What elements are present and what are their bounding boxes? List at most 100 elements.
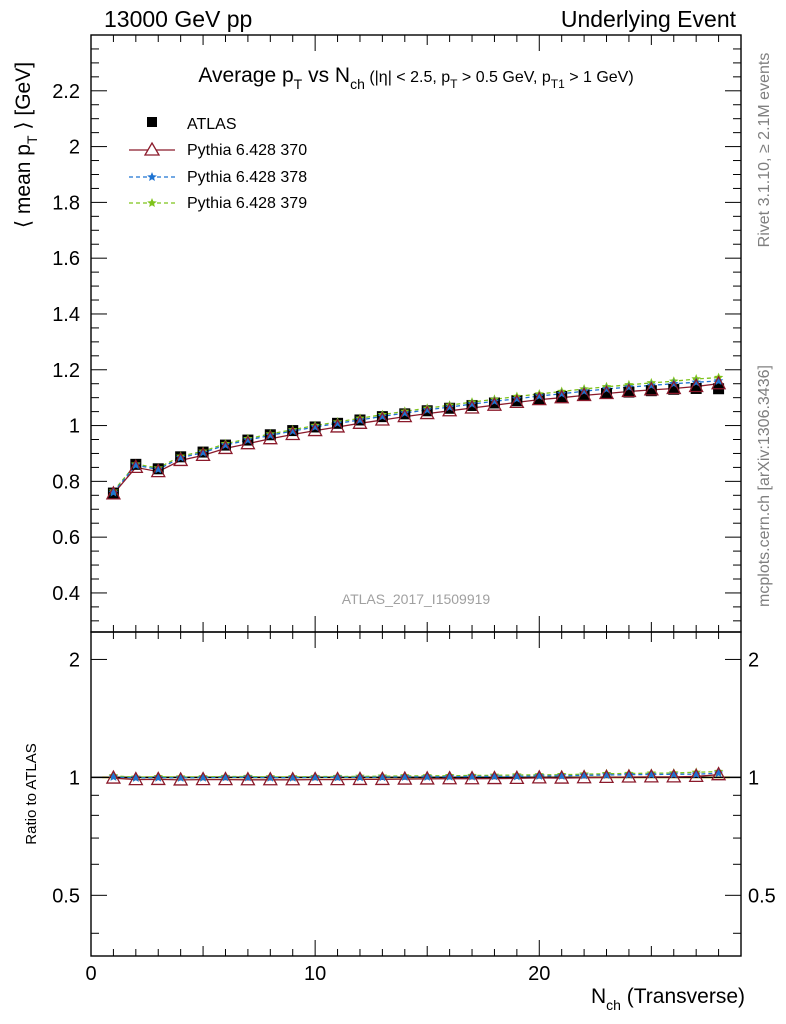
legend-label-pythia378: Pythia 6.428 378: [187, 169, 307, 186]
chart-title: Average pT vs Nch (|η| < 2.5, pT > 0.5 G…: [198, 64, 633, 92]
ratio-pythia378-point: [153, 772, 163, 782]
y-tick-label: 1.4: [52, 304, 80, 326]
legend-marker-atlas: [147, 117, 157, 127]
y-tick-label: 1: [69, 416, 80, 438]
pythia378-point: [175, 452, 186, 462]
legend-entry-pythia370: Pythia 6.428 370: [129, 141, 307, 159]
ratio-pythia370-point: [195, 771, 211, 786]
ratio-pythia370-point: [419, 770, 435, 785]
ratio-pythia370-point: [374, 771, 390, 786]
pythia370-point: [128, 459, 144, 474]
pythia370-point: [486, 396, 503, 411]
main-axes: 0.4 0.6 0.8 1 1.2 1.4 1.6 1.8 2 2.2: [52, 35, 742, 632]
ratio-pythia378-point: [131, 772, 141, 782]
ratio-pythia378-point: [646, 769, 657, 779]
ratio-pythia370-point: [486, 770, 503, 785]
ratio-pythia378-point: [332, 772, 343, 782]
ratio-line-pythia379: [113, 770, 719, 778]
pythia370-point: [531, 391, 547, 406]
x-tick-label: 10: [304, 963, 326, 985]
ratio-pythia370-point: [285, 771, 301, 786]
ratio-pythia378-point: [713, 768, 724, 778]
main-series-layer: [105, 372, 727, 500]
atlas-data-point: [601, 387, 613, 399]
legend-entry-atlas: ATLAS: [147, 116, 237, 133]
pythia378-point: [131, 460, 141, 470]
ratio-axes: 0 10 20 0.5 0.5 1 1 2 2: [52, 632, 776, 985]
pythia370-point: [419, 405, 435, 420]
pythia370-point: [195, 447, 211, 462]
legend-label-pythia370: Pythia 6.428 370: [187, 142, 307, 159]
y-tick-label: 2.2: [52, 81, 80, 103]
legend-marker-pythia378: [147, 172, 157, 181]
pythia370-point: [217, 440, 234, 455]
pythia378-point: [579, 386, 589, 396]
ratio-panel-frame: [90, 631, 742, 957]
pythia370-point: [240, 435, 256, 450]
x-tick-label: 20: [528, 963, 550, 985]
legend-marker-pythia370: [143, 141, 161, 156]
pythia370-point: [262, 430, 278, 445]
ratio-y-tick-label-right: 1: [748, 767, 759, 789]
legend-entry-pythia378: Pythia 6.428 378: [129, 169, 307, 186]
y-tick-label: 2: [69, 137, 80, 159]
analysis-label: ATLAS_2017_I1509919: [342, 591, 491, 607]
pythia370-point: [442, 402, 458, 417]
atlas-data-point: [668, 383, 680, 395]
x-axis-label: Nch (Transverse): [591, 985, 745, 1013]
ratio-pythia370-point: [710, 766, 727, 781]
ratio-pythia378-point: [198, 772, 208, 782]
ratio-pythia370-point: [666, 768, 682, 783]
legend-marker-pythia379: [147, 198, 157, 207]
pythia370-point: [554, 389, 570, 404]
ratio-pythia378-point: [355, 772, 365, 782]
pythia370-point: [374, 411, 390, 426]
atlas-data-point: [533, 393, 545, 405]
pythia370-point: [105, 485, 122, 500]
legend-label-pythia379: Pythia 6.428 379: [187, 195, 307, 212]
ratio-pythia370-point: [307, 771, 323, 786]
ratio-pythia378-point: [265, 772, 276, 782]
mcplots-label: mcplots.cern.ch [arXiv:1306.3436]: [756, 365, 773, 607]
y-tick-label: 0.8: [52, 471, 80, 493]
ratio-pythia370-point: [128, 771, 144, 786]
pythia370-point: [598, 385, 615, 400]
pythia370-point: [509, 394, 525, 409]
pythia370-point: [710, 375, 727, 390]
header-process-label: Underlying Event: [560, 6, 736, 32]
ratio-pythia378-point: [220, 772, 231, 782]
ratio-y-axis-label: Ratio to ATLAS: [23, 743, 40, 844]
atlas-data-point: [623, 386, 635, 398]
atlas-data-point: [690, 382, 702, 394]
pythia378-point: [713, 375, 724, 385]
ratio-pythia370-point: [643, 768, 659, 783]
atlas-data-point: [645, 385, 657, 397]
pythia370-point: [666, 380, 682, 395]
ratio-pythia370-point: [352, 771, 368, 786]
ratio-y-tick-label: 0.5: [52, 885, 80, 907]
ratio-pythia370-point: [598, 769, 615, 784]
legend-entry-pythia379: Pythia 6.428 379: [129, 195, 307, 212]
pythia378-point: [153, 464, 163, 474]
legend: ATLAS Pythia 6.428 370 Pythia 6.428 378 …: [129, 116, 307, 212]
pythia370-point: [397, 408, 413, 423]
y-axis-label: ⟨ mean pT ⟩ [GeV]: [12, 62, 40, 228]
ratio-pythia378-point: [422, 771, 432, 781]
pythia378-point: [198, 447, 208, 457]
ratio-line-pythia378: [113, 772, 719, 779]
ratio-pythia370-point: [262, 771, 278, 786]
ratio-y-tick-label: 2: [69, 649, 80, 671]
x-tick-label: 0: [85, 963, 96, 985]
ratio-pythia378-point: [108, 771, 119, 781]
ratio-pythia378-point: [400, 771, 410, 781]
ratio-pythia378-point: [467, 771, 477, 781]
y-tick-label: 0.6: [52, 527, 80, 549]
pythia370-point: [643, 381, 659, 396]
ratio-pythia370-point: [531, 769, 547, 784]
ratio-y-tick-label: 1: [69, 767, 80, 789]
pythia370-point: [329, 418, 346, 433]
pythia378-point: [108, 487, 119, 497]
pythia370-point: [285, 426, 301, 441]
pythia378-point: [332, 418, 343, 428]
